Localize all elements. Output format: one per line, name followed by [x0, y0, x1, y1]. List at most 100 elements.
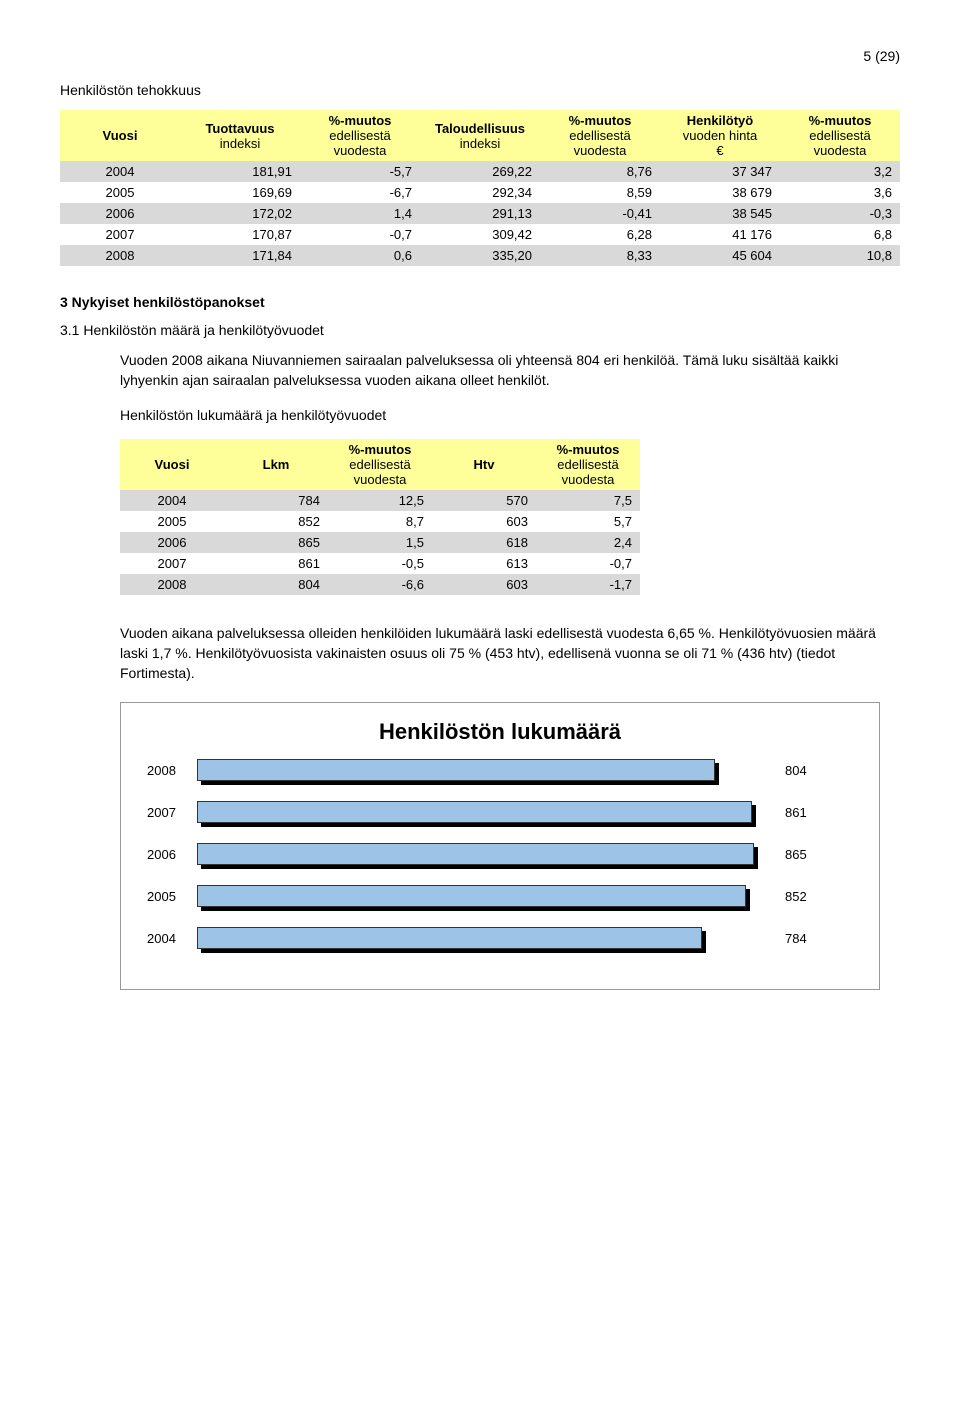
table-efficiency: VuosiTuottavuusindeksi%-muutosedellisest…	[60, 110, 900, 266]
bar-fill	[197, 927, 702, 949]
table-cell: 1,5	[328, 532, 432, 553]
chart-bar-row: 2008 804	[147, 759, 853, 783]
table-cell: 2005	[120, 511, 224, 532]
table-cell: 8,76	[540, 161, 660, 182]
table-cell: 5,7	[536, 511, 640, 532]
table-cell: -0,3	[780, 203, 900, 224]
table-cell: 7,5	[536, 490, 640, 511]
table-cell: 2005	[60, 182, 180, 203]
column-header: Lkm	[224, 439, 328, 490]
column-header: Tuottavuusindeksi	[180, 110, 300, 161]
table-cell: 2006	[120, 532, 224, 553]
table-cell: 41 176	[660, 224, 780, 245]
table-cell: 169,69	[180, 182, 300, 203]
bar-track	[197, 885, 777, 909]
paragraph: Henkilöstön lukumäärä ja henkilötyövuode…	[120, 405, 880, 425]
table-cell: 2008	[60, 245, 180, 266]
section-title-2-1: 3.1 Henkilöstön määrä ja henkilötyövuode…	[60, 322, 900, 338]
bar-year-label: 2007	[147, 805, 197, 820]
table-cell: 8,7	[328, 511, 432, 532]
table-cell: 335,20	[420, 245, 540, 266]
table-cell: 2006	[60, 203, 180, 224]
column-header: Taloudellisuusindeksi	[420, 110, 540, 161]
bar-track	[197, 843, 777, 867]
table-row: 2004181,91-5,7269,228,7637 3473,2	[60, 161, 900, 182]
table-cell: 38 545	[660, 203, 780, 224]
bar-year-label: 2005	[147, 889, 197, 904]
table-cell: 12,5	[328, 490, 432, 511]
bar-value-label: 852	[785, 889, 807, 904]
bar-track	[197, 927, 777, 951]
table-cell: 6,28	[540, 224, 660, 245]
table-cell: 6,8	[780, 224, 900, 245]
bar-value-label: 804	[785, 763, 807, 778]
column-header: Vuosi	[120, 439, 224, 490]
bar-value-label: 861	[785, 805, 807, 820]
bar-year-label: 2008	[147, 763, 197, 778]
chart-title: Henkilöstön lukumäärä	[147, 719, 853, 745]
table-cell: 309,42	[420, 224, 540, 245]
paragraph: Vuoden 2008 aikana Niuvanniemen sairaala…	[120, 350, 880, 391]
paragraph: Vuoden aikana palveluksessa olleiden hen…	[120, 623, 880, 684]
chart-bar-row: 2005 852	[147, 885, 853, 909]
bar-track	[197, 801, 777, 825]
table-cell: 269,22	[420, 161, 540, 182]
bar-track	[197, 759, 777, 783]
bar-value-label: 865	[785, 847, 807, 862]
bar-value-label: 784	[785, 931, 807, 946]
bar-year-label: 2006	[147, 847, 197, 862]
column-header: Henkilötyövuoden hinta€	[660, 110, 780, 161]
page-number: 5 (29)	[60, 48, 900, 64]
table-cell: 8,59	[540, 182, 660, 203]
table-cell: 2,4	[536, 532, 640, 553]
table-cell: 181,91	[180, 161, 300, 182]
column-header: Vuosi	[60, 110, 180, 161]
table-header-row: VuosiTuottavuusindeksi%-muutosedellisest…	[60, 110, 900, 161]
table-cell: 0,6	[300, 245, 420, 266]
column-header: %-muutosedellisestävuodesta	[300, 110, 420, 161]
column-header: %-muutosedellisestävuodesta	[540, 110, 660, 161]
column-header: %-muutosedellisestävuodesta	[780, 110, 900, 161]
table-cell: 171,84	[180, 245, 300, 266]
table-cell: 784	[224, 490, 328, 511]
column-header: %-muutosedellisestävuodesta	[536, 439, 640, 490]
bar-fill	[197, 759, 715, 781]
table-cell: 172,02	[180, 203, 300, 224]
table-cell: 570	[432, 490, 536, 511]
table-cell: 8,33	[540, 245, 660, 266]
bar-year-label: 2004	[147, 931, 197, 946]
table-cell: -0,5	[328, 553, 432, 574]
bar-fill	[197, 885, 746, 907]
table-cell: 804	[224, 574, 328, 595]
table-header-row: VuosiLkm%-muutosedellisestävuodestaHtv%-…	[120, 439, 640, 490]
table-cell: 2007	[120, 553, 224, 574]
table-cell: 45 604	[660, 245, 780, 266]
table-cell: 613	[432, 553, 536, 574]
table-cell: 852	[224, 511, 328, 532]
table-row: 20058528,76035,7	[120, 511, 640, 532]
table-row: 20068651,56182,4	[120, 532, 640, 553]
table-cell: 603	[432, 574, 536, 595]
table-cell: -0,41	[540, 203, 660, 224]
table-cell: -0,7	[536, 553, 640, 574]
table-row: 2008171,840,6335,208,3345 60410,8	[60, 245, 900, 266]
table-cell: 170,87	[180, 224, 300, 245]
table-cell: 2004	[60, 161, 180, 182]
table-cell: -5,7	[300, 161, 420, 182]
table-cell: -1,7	[536, 574, 640, 595]
section-title-2: 3 Nykyiset henkilöstöpanokset	[60, 294, 900, 310]
table-cell: 10,8	[780, 245, 900, 266]
table-cell: 603	[432, 511, 536, 532]
table-cell: 618	[432, 532, 536, 553]
chart-bar-row: 2007 861	[147, 801, 853, 825]
chart-bar-row: 2006 865	[147, 843, 853, 867]
table-cell: 865	[224, 532, 328, 553]
table-row: 2005169,69-6,7292,348,5938 6793,6	[60, 182, 900, 203]
table-row: 2008804-6,6603-1,7	[120, 574, 640, 595]
table-cell: 2004	[120, 490, 224, 511]
table-cell: 2007	[60, 224, 180, 245]
table-cell: 37 347	[660, 161, 780, 182]
column-header: Htv	[432, 439, 536, 490]
table-cell: 291,13	[420, 203, 540, 224]
table-cell: 3,2	[780, 161, 900, 182]
